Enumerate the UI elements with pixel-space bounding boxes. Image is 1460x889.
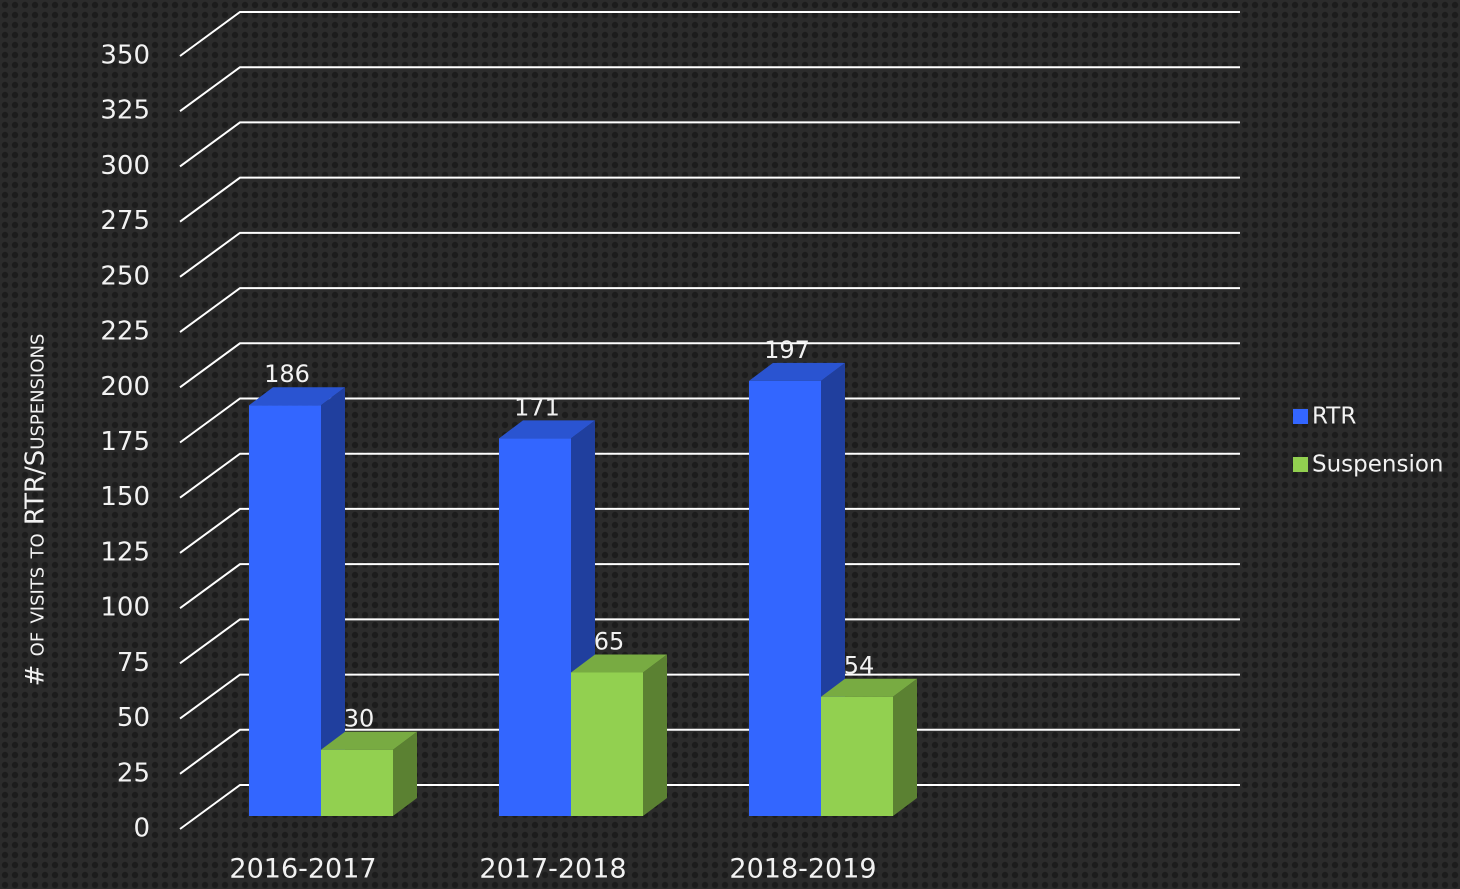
- bar-face: [749, 380, 821, 816]
- bar-face: [249, 387, 345, 406]
- bar-face: [393, 731, 417, 816]
- bar-face: [821, 678, 917, 697]
- legend-label: Suspension: [1312, 452, 1444, 478]
- y-tick-label: 100: [100, 593, 150, 623]
- data-label: 186: [264, 360, 310, 388]
- data-label: 65: [594, 627, 625, 655]
- bar-face: [321, 387, 345, 816]
- y-tick-label: 175: [100, 427, 150, 457]
- data-label: 171: [514, 393, 560, 421]
- bar-face: [321, 731, 417, 750]
- grid-line: [179, 121, 1240, 168]
- legend-swatch: [1293, 409, 1308, 424]
- y-tick-label: 300: [100, 151, 150, 181]
- y-tick-label: 25: [117, 758, 150, 788]
- bar-face: [571, 672, 643, 816]
- y-tick-label: 325: [100, 96, 150, 126]
- bar-face: [321, 749, 393, 816]
- y-tick-label: 75: [117, 648, 150, 678]
- y-tick-label: 0: [133, 814, 150, 844]
- grid-line: [179, 563, 1240, 609]
- y-tick-label: 250: [100, 261, 150, 291]
- bar: [321, 731, 417, 816]
- bar: [249, 387, 345, 816]
- grid-line: [179, 66, 1240, 113]
- data-label: 30: [344, 705, 375, 733]
- grid-line: [179, 231, 1240, 278]
- x-tick-label: 2017-2018: [479, 854, 626, 885]
- grid-line: [179, 673, 1240, 720]
- y-tick-label: 125: [100, 537, 150, 567]
- grid-line: [179, 11, 1240, 57]
- data-label: 54: [844, 652, 875, 680]
- y-tick-label: 150: [100, 482, 150, 512]
- grid-line: [179, 618, 1240, 665]
- bar-face: [749, 362, 845, 381]
- y-tick-label: 225: [100, 317, 150, 347]
- legend-label: RTR: [1312, 404, 1356, 430]
- bar-face: [643, 654, 667, 816]
- bar-face: [499, 438, 571, 816]
- bar: [571, 654, 667, 816]
- grid-line: [179, 287, 1240, 333]
- y-tick-label: 200: [100, 372, 150, 402]
- legend-swatch: [1293, 457, 1308, 472]
- bar-face: [571, 654, 667, 673]
- grid-line: [179, 342, 1240, 389]
- bar-face: [499, 420, 595, 439]
- grid-line: [179, 507, 1240, 554]
- bar-face: [821, 696, 893, 816]
- y-tick-label: 350: [100, 41, 150, 71]
- bar: [821, 678, 917, 816]
- y-tick-label: 50: [117, 703, 150, 733]
- bar-face: [249, 405, 321, 816]
- bar-face: [893, 678, 917, 816]
- data-label: 197: [764, 336, 810, 364]
- x-tick-label: 2018-2019: [729, 854, 876, 885]
- x-tick-label: 2016-2017: [229, 854, 376, 885]
- grid-line: [179, 397, 1240, 444]
- grid-line: [179, 452, 1240, 499]
- y-tick-label: 275: [100, 206, 150, 236]
- grid-line: [179, 176, 1240, 223]
- y-axis-title: # of visits to RTR/Suspensions: [21, 334, 51, 687]
